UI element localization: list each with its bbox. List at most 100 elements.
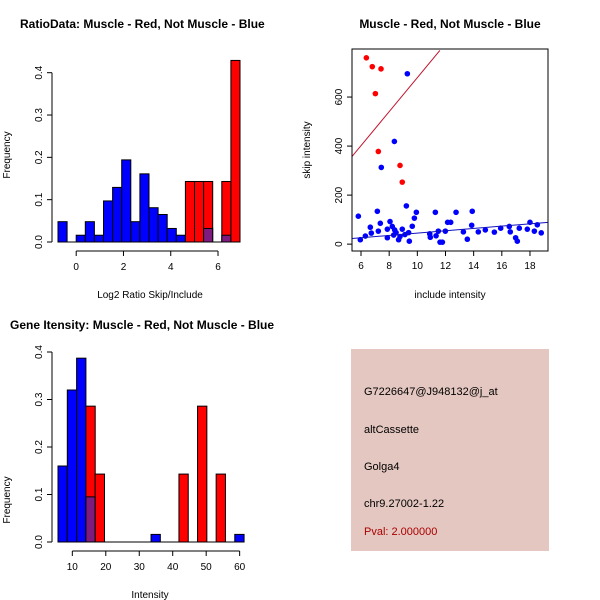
point-not-muscle [469, 208, 476, 215]
bar-muscle [194, 180, 205, 243]
x-tick-label: 2 [121, 262, 127, 273]
chrom-location: chr9.27002-1.22 [364, 498, 445, 510]
bar-muscle [221, 180, 232, 243]
point-not-muscle [531, 228, 538, 234]
point-muscle [399, 179, 406, 185]
bar-not-muscle [93, 234, 105, 243]
point-not-muscle [403, 203, 410, 209]
bar-overlap [203, 227, 214, 243]
bar-muscle [197, 405, 208, 543]
point-muscle [369, 63, 376, 70]
bar-not-muscle [157, 213, 168, 243]
y-tick-label: 600 [334, 88, 345, 105]
pval: Pval: 2.000000 [364, 526, 438, 538]
y-tick-label: 400 [334, 137, 345, 154]
y-tick-label: 0.0 [34, 535, 45, 549]
x-tick-label: 10 [412, 261, 424, 272]
point-not-muscle [393, 229, 399, 236]
point-not-muscle [413, 209, 420, 216]
bar-not-muscle [130, 221, 141, 243]
event-type: altCassette [364, 424, 420, 436]
point-not-muscle [468, 222, 475, 229]
y-tick-label: 0.4 [34, 345, 45, 359]
point-not-muscle [374, 208, 381, 215]
y-tick-label: 0.2 [34, 440, 45, 454]
x-tick-label: 6 [215, 262, 221, 273]
x-tick-label: 16 [496, 261, 508, 272]
bar-muscle [215, 473, 226, 543]
point-not-muscle [516, 225, 523, 232]
point-not-muscle [538, 230, 545, 236]
point-not-muscle [375, 228, 382, 234]
point-muscle [372, 90, 379, 97]
point-not-muscle [427, 234, 434, 241]
point-not-muscle [368, 230, 375, 236]
x-axis-label: Log2 Ratio Skip/Include [97, 290, 203, 301]
point-muscle [363, 55, 370, 61]
point-not-muscle [384, 226, 391, 232]
point-not-muscle [439, 239, 446, 245]
point-not-muscle [464, 236, 471, 243]
point-not-muscle [507, 229, 514, 235]
x-tick-label: 6 [358, 261, 364, 272]
y-tick-label: 0 [334, 241, 345, 247]
chart-title: RatioData: Muscle - Red, Not Muscle - Bl… [20, 17, 265, 31]
x-tick-label: 8 [386, 261, 392, 272]
point-not-muscle [399, 226, 406, 232]
point-muscle [378, 66, 384, 72]
x-tick-label: 4 [168, 262, 174, 273]
bar-not-muscle [121, 159, 132, 243]
bar-overlap [85, 496, 96, 543]
point-not-muscle [404, 70, 411, 77]
point-not-muscle [387, 218, 393, 225]
probe-id: G7226647@J948132@j_at [364, 386, 498, 398]
x-tick-label: 60 [234, 562, 246, 573]
point-not-muscle [432, 209, 439, 216]
point-not-muscle [377, 220, 384, 227]
bar-not-muscle [175, 234, 186, 243]
y-axis-label: Frequency [2, 131, 13, 178]
point-not-muscle [491, 229, 498, 235]
bar-muscle [184, 180, 195, 243]
y-tick-label: 0.1 [34, 487, 45, 501]
x-axis-label: include intensity [414, 290, 485, 301]
point-not-muscle [384, 234, 391, 241]
bar-not-muscle [84, 221, 95, 243]
x-tick-label: 20 [100, 562, 112, 573]
bar-not-muscle [234, 533, 245, 543]
point-muscle [397, 162, 403, 169]
point-not-muscle [378, 164, 385, 171]
fit-line-not-muscle [352, 221, 548, 239]
x-tick-label: 40 [167, 562, 179, 573]
bar-not-muscle [150, 533, 161, 543]
y-axis-label: Frequency [2, 476, 13, 523]
point-not-muscle [406, 238, 413, 244]
bar-muscle [178, 473, 189, 543]
point-not-muscle [433, 233, 439, 239]
bar-muscle [230, 59, 241, 243]
x-tick-label: 50 [201, 562, 213, 573]
y-tick-label: 0.2 [34, 150, 45, 164]
y-axis-label: skip intensity [302, 121, 313, 178]
bar-not-muscle [112, 186, 123, 243]
y-tick-label: 0.3 [34, 108, 45, 122]
y-tick-label: 0.1 [34, 192, 45, 206]
info-panel: G7226647@J948132@j_at altCassette Golga4… [351, 349, 549, 551]
x-tick-label: 30 [134, 562, 146, 573]
point-muscle [375, 148, 382, 155]
point-not-muscle [405, 229, 412, 236]
point-not-muscle [447, 219, 454, 226]
point-not-muscle [475, 229, 482, 235]
bar-not-muscle [57, 465, 68, 543]
x-tick-label: 10 [67, 562, 79, 573]
x-axis-label: Intensity [131, 590, 168, 600]
point-not-muscle [409, 223, 416, 230]
point-not-muscle [514, 238, 521, 244]
chart-title: Muscle - Red, Not Muscle - Blue [359, 17, 541, 31]
point-not-muscle [411, 215, 418, 221]
x-tick-label: 18 [524, 261, 536, 272]
bar-not-muscle [148, 207, 159, 243]
bar-muscle [94, 473, 106, 543]
bar-overlap [221, 234, 232, 243]
point-not-muscle [482, 227, 489, 233]
